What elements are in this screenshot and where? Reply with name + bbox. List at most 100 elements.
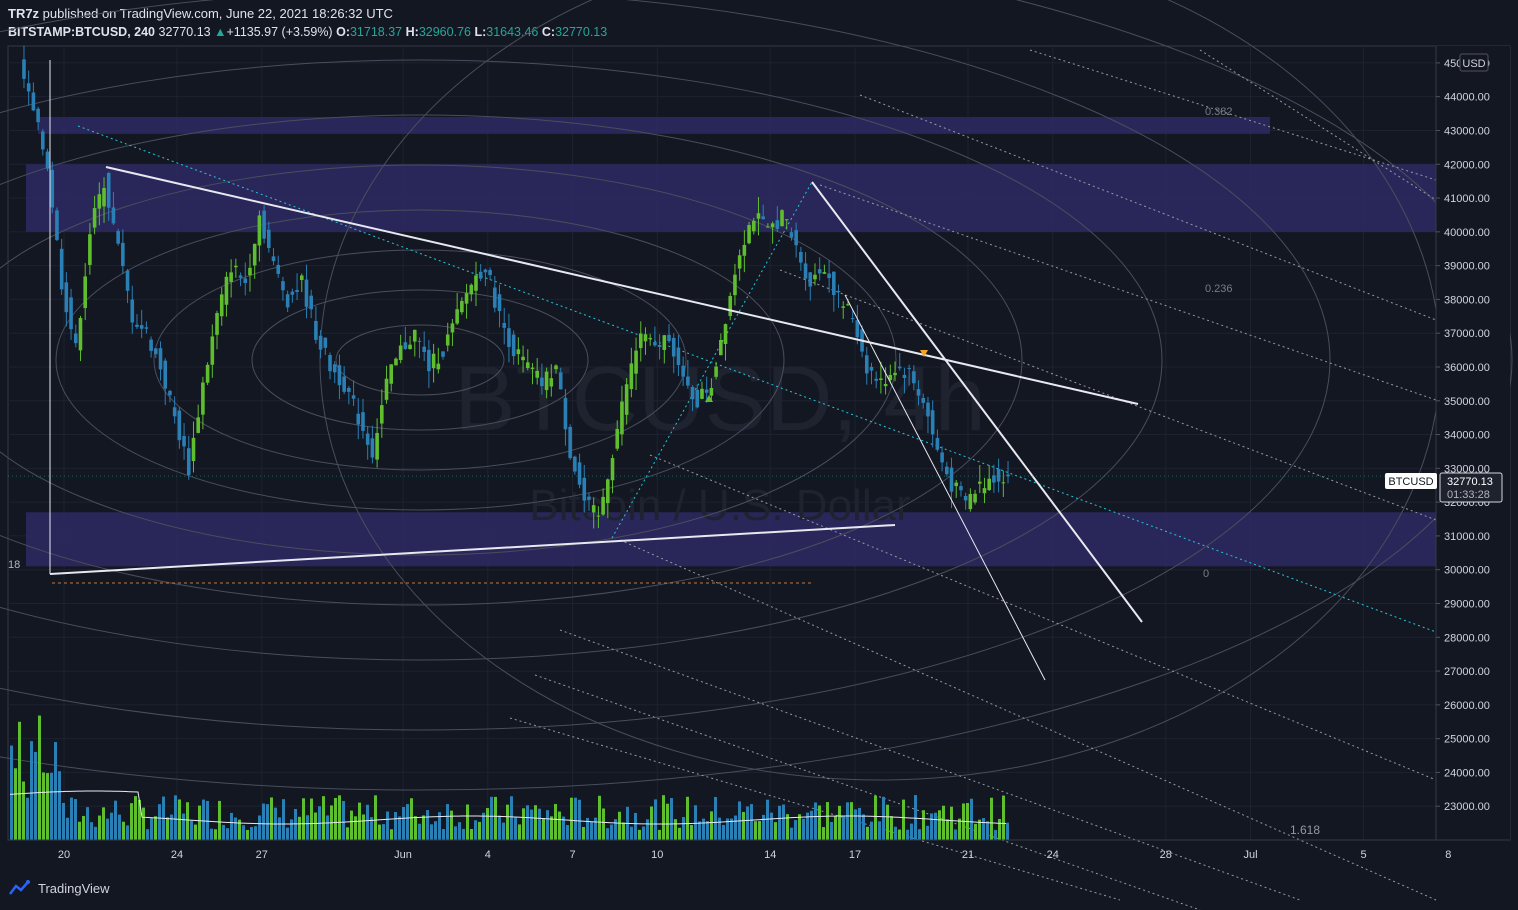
candle-body	[540, 377, 544, 387]
volume-bar	[58, 771, 61, 840]
volume-bar	[846, 802, 849, 840]
x-tick-label: 24	[1047, 849, 1059, 861]
publish-info: TR7z published on TradingView.com, June …	[8, 6, 393, 21]
candle-body	[869, 366, 874, 371]
volume-bar	[306, 815, 309, 840]
volume-bar	[46, 773, 49, 840]
volume-bar	[630, 826, 633, 840]
volume-bar	[686, 796, 689, 840]
volume-bar	[618, 811, 621, 840]
volume-bar	[770, 812, 773, 840]
candle-body	[1001, 482, 1006, 484]
volume-bar	[470, 828, 473, 840]
volume-bar	[654, 799, 657, 840]
candle-body	[271, 256, 276, 262]
candle-body	[257, 215, 262, 246]
x-tick-label: 17	[849, 849, 861, 861]
volume-bar	[850, 802, 853, 840]
volume-bar	[730, 818, 733, 840]
author[interactable]: TR7z	[8, 6, 40, 21]
candle-body	[822, 272, 827, 274]
candle-body	[276, 264, 281, 274]
tradingview-footer[interactable]: TradingView	[8, 880, 110, 896]
trendline	[105, 166, 1139, 405]
volume-bar	[670, 798, 673, 840]
candle-body	[704, 389, 709, 393]
candle-body	[88, 234, 92, 265]
y-tick-label: 28000.00	[1444, 632, 1490, 644]
volume-bar	[538, 808, 541, 840]
volume-bar	[938, 810, 941, 840]
volume-bar	[482, 812, 485, 840]
volume-bar	[710, 811, 713, 840]
volume-bar	[418, 823, 421, 840]
candle-body	[135, 324, 139, 327]
volume-bar	[42, 772, 45, 840]
volume-bar	[726, 818, 729, 840]
volume-bar	[674, 819, 677, 840]
candle-body	[945, 466, 949, 475]
volume-bar	[386, 811, 389, 840]
candle-body	[671, 337, 676, 357]
candle-body	[756, 213, 761, 219]
candle-body	[587, 496, 591, 500]
volume-bar	[102, 807, 105, 840]
volume-bar	[946, 819, 949, 840]
left-marker: 18	[8, 559, 20, 571]
volume-bar	[154, 816, 157, 840]
candle-body	[766, 226, 770, 228]
currency-box[interactable]	[1459, 53, 1489, 72]
x-tick-label: Jun	[394, 849, 412, 861]
candle-body	[464, 293, 469, 304]
candle-body	[648, 337, 652, 339]
volume-bar	[406, 804, 409, 840]
volume-bar	[258, 815, 261, 840]
fib-circle	[0, 59, 1163, 661]
up-arrow-icon	[705, 395, 713, 402]
y-tick-label: 35000.00	[1444, 396, 1490, 408]
candle-body	[97, 194, 102, 209]
candle-body	[50, 169, 55, 208]
candle-body	[78, 317, 83, 351]
volume-bar	[542, 818, 545, 840]
tradingview-logo-icon	[9, 880, 30, 895]
candle-body	[295, 289, 299, 292]
price-axis[interactable]	[1436, 46, 1510, 840]
candle-body	[883, 383, 888, 387]
symbol-label[interactable]: BITSTAMP:BTCUSD, 240	[8, 25, 156, 39]
volume-bar	[714, 796, 717, 840]
volume-bar	[142, 807, 145, 840]
candle-body	[935, 437, 940, 450]
volume-bar	[790, 827, 793, 840]
volume-bar	[834, 816, 837, 840]
candle-body	[808, 272, 813, 287]
volume-bar	[718, 817, 721, 840]
extension-label: 1.618	[1290, 823, 1320, 837]
price-tag-value: 32770.13	[1447, 476, 1493, 488]
volume-bar	[302, 798, 305, 840]
volume-bar	[94, 826, 97, 840]
candle-body	[201, 382, 205, 415]
volume-bar	[758, 821, 761, 840]
candle-body	[314, 320, 318, 340]
volume-bar	[334, 797, 337, 840]
volume-bar	[374, 795, 377, 840]
candles	[22, 45, 1010, 529]
candle-body	[248, 267, 252, 276]
y-tick-label: 27000.00	[1444, 666, 1490, 678]
volume-bar	[506, 804, 509, 840]
channel-line	[619, 539, 1437, 901]
volume-bar	[214, 829, 217, 840]
volume-bar	[218, 800, 221, 840]
candle-body	[234, 265, 238, 268]
candle-body	[615, 428, 620, 449]
volume-bar	[598, 795, 601, 840]
candle-body	[681, 365, 685, 377]
volume-bar	[978, 819, 981, 840]
candle-body	[102, 187, 106, 207]
volume-bar	[242, 825, 245, 840]
candle-body	[267, 229, 271, 248]
candle-body	[888, 374, 893, 381]
candle-body	[380, 405, 384, 424]
